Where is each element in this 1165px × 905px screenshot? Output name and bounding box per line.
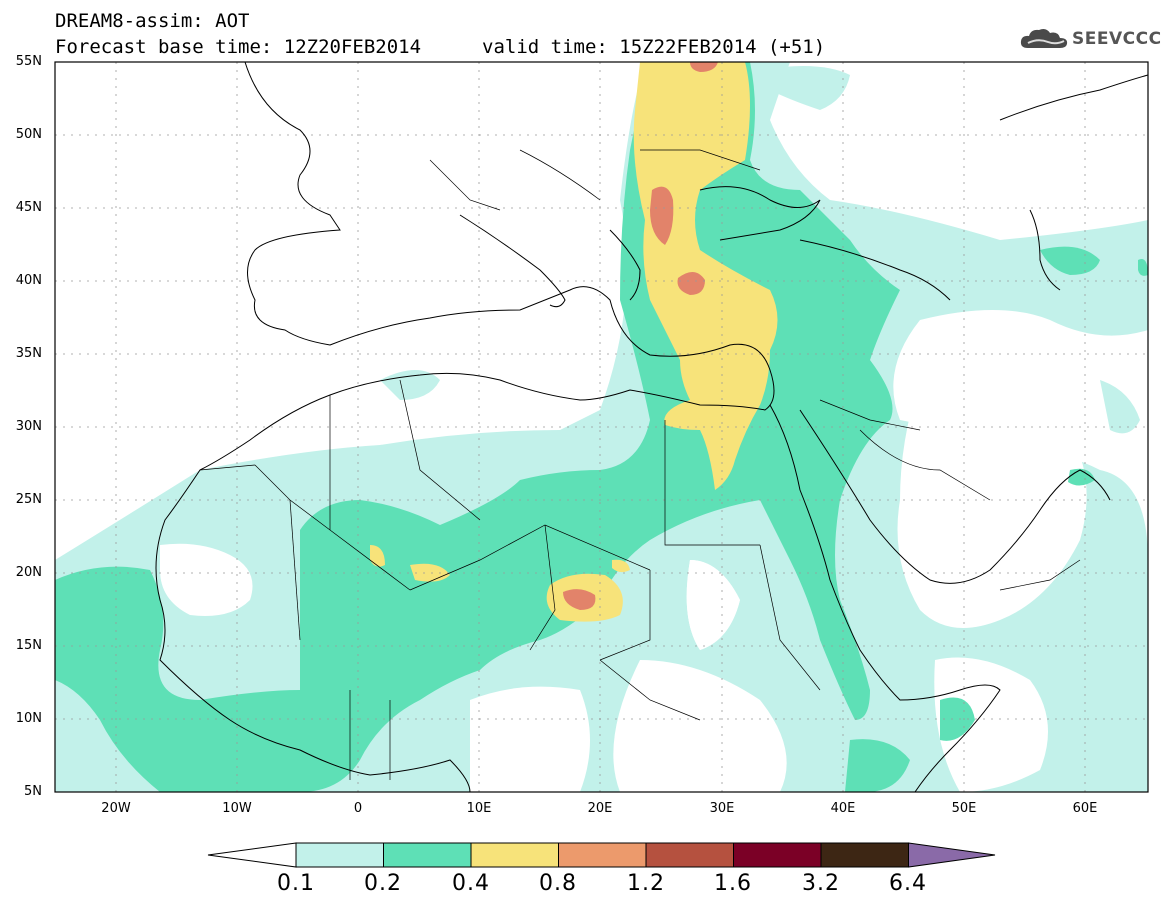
lon-label: 50E xyxy=(951,801,977,816)
lon-label: 60E xyxy=(1072,801,1098,816)
country-borders xyxy=(199,149,1081,780)
colorbar-label: 1.2 xyxy=(627,871,665,896)
colorbar-label: 0.8 xyxy=(539,871,577,896)
map-frame xyxy=(54,61,1149,793)
lat-label: 10N xyxy=(15,711,42,726)
lon-label: 20E xyxy=(587,801,613,816)
lat-label: 15N xyxy=(15,638,42,653)
lon-label: 10E xyxy=(466,801,492,816)
lon-label: 30E xyxy=(709,801,735,816)
colorbar-label: 6.4 xyxy=(889,871,927,896)
lat-label: 25N xyxy=(15,492,42,507)
lat-label: 50N xyxy=(15,127,42,142)
colorbar-label: 0.2 xyxy=(364,871,402,896)
lat-label: 20N xyxy=(15,565,42,580)
valid-time: valid time: 15Z22FEB2014 (+51) xyxy=(482,36,826,58)
lon-label: 40E xyxy=(830,801,856,816)
lat-label: 55N xyxy=(15,54,42,69)
lat-label: 30N xyxy=(15,419,42,434)
colorbar-label: 0.1 xyxy=(277,871,315,896)
cloud-icon xyxy=(1020,29,1068,48)
lat-label: 5N xyxy=(24,784,42,799)
lon-label: 0 xyxy=(353,801,363,816)
aot-level-4 xyxy=(563,62,718,610)
lat-label: 35N xyxy=(15,346,42,361)
lat-label: 40N xyxy=(15,273,42,288)
colorbar-label: 1.6 xyxy=(714,871,752,896)
lat-label: 45N xyxy=(15,200,42,215)
coastlines xyxy=(155,62,1148,792)
colorbar-label: 3.2 xyxy=(802,871,840,896)
colorbar-label: 0.4 xyxy=(452,871,490,896)
seevccc-logo: SEEVCCC xyxy=(1018,26,1162,52)
lon-label: 20W xyxy=(101,801,131,816)
forecast-base-time: Forecast base time: 12Z20FEB2014 xyxy=(55,36,422,58)
logo-text: SEEVCCC xyxy=(1072,29,1162,49)
lon-label: 10W xyxy=(222,801,252,816)
map-title: DREAM8-assim: AOT xyxy=(55,10,250,32)
graticule xyxy=(55,62,1148,792)
